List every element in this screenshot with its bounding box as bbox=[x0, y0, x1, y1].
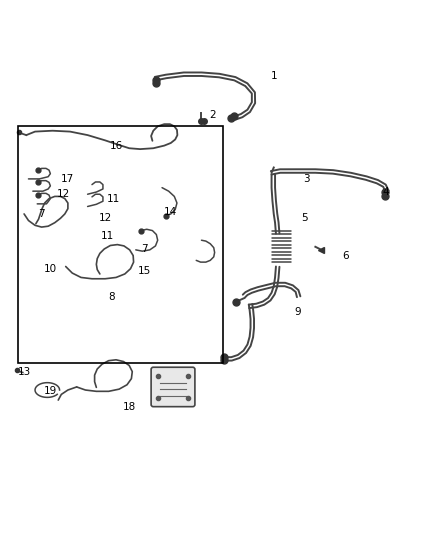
Text: 6: 6 bbox=[343, 251, 350, 261]
FancyBboxPatch shape bbox=[151, 367, 195, 407]
Text: 3: 3 bbox=[303, 174, 310, 184]
Text: 10: 10 bbox=[44, 264, 57, 273]
Text: 12: 12 bbox=[99, 213, 112, 223]
Text: 11: 11 bbox=[101, 231, 114, 241]
Text: 7: 7 bbox=[38, 209, 45, 219]
Text: 1: 1 bbox=[270, 71, 277, 81]
Text: 5: 5 bbox=[301, 213, 308, 223]
Text: 8: 8 bbox=[108, 292, 115, 302]
Text: 18: 18 bbox=[123, 402, 136, 411]
Text: 2: 2 bbox=[209, 110, 216, 120]
Text: 19: 19 bbox=[44, 386, 57, 397]
Text: 11: 11 bbox=[107, 193, 120, 204]
Text: 4: 4 bbox=[382, 187, 389, 197]
Text: 15: 15 bbox=[138, 266, 151, 276]
Text: 16: 16 bbox=[110, 141, 123, 151]
Text: 12: 12 bbox=[57, 189, 70, 199]
Bar bbox=[18, 126, 223, 363]
Text: 9: 9 bbox=[294, 308, 301, 318]
Text: 7: 7 bbox=[141, 244, 148, 254]
Text: 14: 14 bbox=[164, 207, 177, 217]
Text: 13: 13 bbox=[18, 367, 31, 377]
Text: 17: 17 bbox=[61, 174, 74, 184]
